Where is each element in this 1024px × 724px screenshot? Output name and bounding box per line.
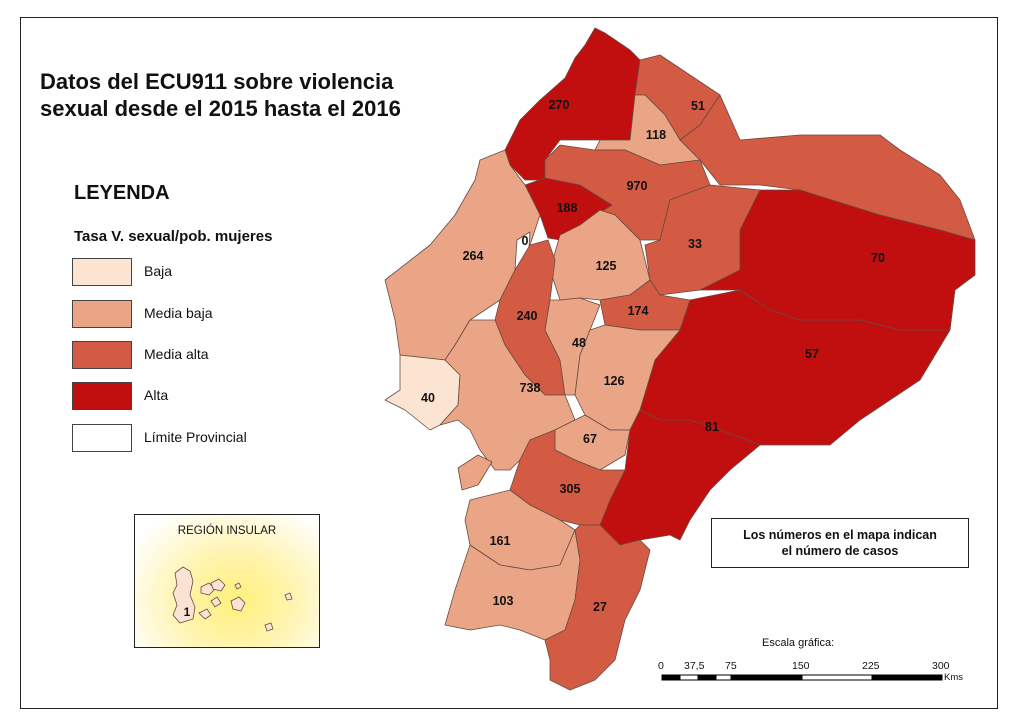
scale-tick: 150 <box>792 660 810 672</box>
scale-tick: 37,5 <box>684 660 705 672</box>
legend-swatch <box>72 300 132 328</box>
province-value: 161 <box>490 534 511 548</box>
province-zamora <box>544 524 651 691</box>
province-value: 103 <box>493 594 514 608</box>
province-value: 270 <box>549 98 570 112</box>
province-value: 264 <box>463 249 484 263</box>
province-value: 118 <box>646 128 666 142</box>
province-value: 40 <box>421 391 435 405</box>
scale-tick: 75 <box>725 660 737 672</box>
province-value: 240 <box>517 309 538 323</box>
legend-label: Media alta <box>144 346 209 362</box>
inset-value: 1 <box>184 605 191 619</box>
scale-tick: 0 <box>658 660 664 672</box>
scale-tick: 300 <box>932 660 950 672</box>
province-guayas-island <box>457 454 493 491</box>
province-value: 57 <box>805 347 819 361</box>
legend-label: Alta <box>144 387 169 403</box>
province-value: 970 <box>627 179 648 193</box>
province-value: 174 <box>628 304 649 318</box>
legend-swatch <box>72 258 132 286</box>
province-value: 70 <box>871 251 885 265</box>
province-value: 67 <box>583 432 597 446</box>
province-value: 48 <box>572 336 586 350</box>
galapagos-islands: 1 <box>172 566 293 632</box>
inset-title: REGIÓN INSULAR <box>177 525 277 537</box>
legend-swatch <box>72 382 132 410</box>
province-value: 0 <box>522 234 529 248</box>
scale-title: Escala gráfica: <box>762 637 835 649</box>
note-line-2: el número de casos <box>781 544 899 558</box>
legend-swatch <box>72 424 132 452</box>
province-value: 33 <box>688 237 702 251</box>
map-frame <box>20 17 998 709</box>
province-value: 125 <box>596 259 617 273</box>
legend-label: Límite Provincial <box>144 429 247 445</box>
map-note: Los números en el mapa indican el número… <box>711 518 969 568</box>
note-line-1: Los números en el mapa indican <box>743 528 937 542</box>
legend-subtitle: Tasa V. sexual/pob. mujeres <box>74 228 273 245</box>
scale-tick: 225 <box>862 660 880 672</box>
galapagos-inset: REGIÓN INSULAR 1 <box>134 514 320 648</box>
legend-swatch <box>72 341 132 369</box>
province-value: 81 <box>705 420 719 434</box>
scale-unit: Kms <box>944 672 963 683</box>
province-value: 738 <box>520 381 541 395</box>
province-value: 51 <box>691 99 705 113</box>
legend-label: Media baja <box>144 305 213 321</box>
province-value: 305 <box>560 482 581 496</box>
map-title: Datos del ECU911 sobre violencia sexual … <box>40 69 401 121</box>
province-value: 27 <box>593 600 607 614</box>
legend-heading: LEYENDA <box>74 182 170 204</box>
province-value: 188 <box>557 201 578 215</box>
province-value: 126 <box>604 374 625 388</box>
legend-label: Baja <box>144 263 173 279</box>
scale-bar <box>661 674 943 681</box>
